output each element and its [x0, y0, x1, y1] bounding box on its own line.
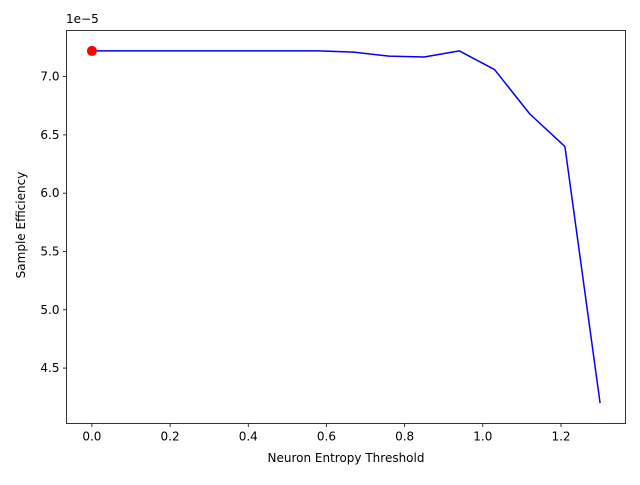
- highlight-point: [86, 45, 97, 56]
- x-tick-label: 1.2: [551, 430, 570, 444]
- x-axis-label: Neuron Entropy Threshold: [268, 451, 425, 465]
- plot-area: [66, 30, 626, 424]
- y-tick-label: 7.0: [40, 70, 59, 84]
- x-tick-label: 0.8: [395, 430, 414, 444]
- axes-layer: 0.0 0.2 0.4 0.6 0.8 1.0 1.2 4.5 5.0 5.5 6.0 6.5 7.0: [40, 30, 626, 444]
- x-tick-label: 0.6: [317, 430, 336, 444]
- x-tick-label: 0.4: [239, 430, 258, 444]
- series-layer: [86, 45, 601, 404]
- x-tick-label: 1.0: [473, 430, 492, 444]
- y-tick-label: 5.5: [40, 244, 59, 258]
- axes-frame: [66, 30, 626, 424]
- series-line-0: [91, 50, 601, 404]
- y-tick-label: 4.5: [40, 361, 59, 375]
- x-tick-label: 0.0: [82, 430, 101, 444]
- y-axis-label: Sample Efficiency: [14, 172, 28, 279]
- plot-background: [66, 30, 626, 424]
- y-offset-label: 1e−5: [66, 12, 99, 26]
- x-tick-label: 0.2: [161, 430, 180, 444]
- y-tick-label: 6.0: [40, 186, 59, 200]
- y-tick-label: 6.5: [40, 128, 59, 142]
- y-tick-label: 5.0: [40, 303, 59, 317]
